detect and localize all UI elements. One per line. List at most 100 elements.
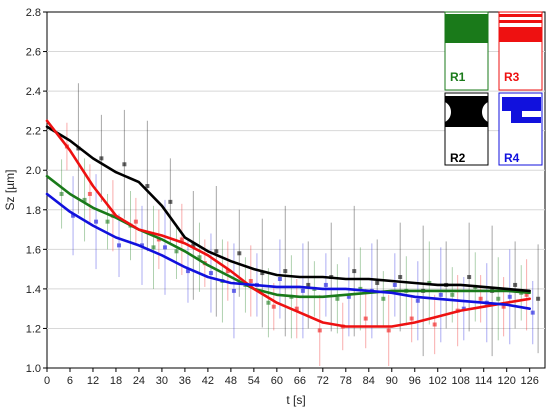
data-point xyxy=(94,219,99,224)
legend-label-r2: R2 xyxy=(450,151,466,165)
data-point xyxy=(283,269,288,274)
series-lines xyxy=(45,119,532,328)
legend-label-r1: R1 xyxy=(450,70,466,84)
data-point xyxy=(162,245,167,250)
data-point xyxy=(478,296,483,301)
data-point xyxy=(461,306,466,311)
y-tick-label: 2.0 xyxy=(26,165,41,177)
y-tick-label: 1.6 xyxy=(26,244,41,256)
data-point xyxy=(392,282,397,287)
data-point xyxy=(248,278,253,283)
legend-item-r3: R3 xyxy=(498,11,543,91)
data-point xyxy=(59,191,64,196)
data-point xyxy=(105,219,110,224)
data-point xyxy=(179,237,184,242)
x-tick-label: 66 xyxy=(294,375,306,387)
data-point xyxy=(277,277,282,281)
data-point xyxy=(346,294,351,299)
x-tick-label: 54 xyxy=(248,375,260,387)
legend: R1 R3 R2 R4 xyxy=(444,11,543,166)
data-point xyxy=(133,219,138,224)
data-point xyxy=(501,304,506,309)
data-point xyxy=(122,162,127,167)
striped-block-icon xyxy=(499,14,542,42)
data-point xyxy=(398,275,403,280)
x-tick-label: 96 xyxy=(409,375,421,387)
data-point xyxy=(335,296,340,301)
data-point xyxy=(306,282,311,287)
x-tick-label: 6 xyxy=(67,375,73,387)
data-point xyxy=(386,328,391,333)
x-tick-label: 60 xyxy=(271,375,283,387)
data-point xyxy=(191,243,196,248)
data-point xyxy=(536,296,541,301)
data-point xyxy=(231,288,236,293)
x-tick-label: 48 xyxy=(225,375,237,387)
data-point xyxy=(197,255,202,260)
data-point xyxy=(174,249,179,254)
data-point xyxy=(185,269,190,274)
x-tick-label: 72 xyxy=(317,375,329,387)
y-tick-label: 1.0 xyxy=(26,363,41,375)
data-point xyxy=(496,296,501,301)
y-tick-label: 2.2 xyxy=(26,126,41,138)
x-tick-label: 24 xyxy=(133,375,145,387)
series-line-r3 xyxy=(45,119,532,328)
notched-block-icon xyxy=(445,96,488,127)
data-point xyxy=(237,251,242,256)
data-point xyxy=(415,298,420,303)
series-line-r4 xyxy=(45,192,532,311)
data-point xyxy=(530,310,535,315)
x-tick-label: 90 xyxy=(386,375,398,387)
legend-label-r4: R4 xyxy=(504,151,520,165)
data-point xyxy=(151,245,156,250)
data-point xyxy=(467,275,472,280)
x-axis-title: t [s] xyxy=(286,393,305,407)
y-tick-label: 1.4 xyxy=(26,284,41,296)
data-point xyxy=(507,294,512,299)
data-point xyxy=(208,271,213,276)
x-tick-label: 36 xyxy=(179,375,191,387)
series-line-r2 xyxy=(45,125,532,293)
data-point xyxy=(266,300,271,305)
data-point xyxy=(82,197,87,202)
y-tick-label: 2.4 xyxy=(26,86,41,98)
legend-item-r1: R1 xyxy=(444,11,489,91)
data-point xyxy=(87,191,92,196)
y-tick-label: 1.8 xyxy=(26,205,41,217)
x-tick-label: 78 xyxy=(340,375,352,387)
x-tick-label: 102 xyxy=(429,375,447,387)
x-tick-label: 42 xyxy=(202,375,214,387)
data-point xyxy=(260,271,265,276)
data-point xyxy=(375,280,380,285)
y-tick-label: 2.6 xyxy=(26,47,41,59)
t-slot-icon xyxy=(502,97,541,123)
data-point xyxy=(513,282,518,287)
x-tick-label: 30 xyxy=(156,375,168,387)
data-point xyxy=(409,316,414,321)
x-tick-label: 12 xyxy=(87,375,99,387)
data-point xyxy=(71,213,76,218)
x-tick-label: 114 xyxy=(475,375,493,387)
data-point xyxy=(300,288,305,293)
y-tick-label: 2.8 xyxy=(26,7,41,19)
data-point xyxy=(271,304,276,309)
x-tick-label: 18 xyxy=(110,375,122,387)
x-tick-label: 126 xyxy=(520,375,538,387)
data-point xyxy=(381,296,386,301)
data-point xyxy=(317,328,322,333)
legend-label-r3: R3 xyxy=(504,70,520,84)
data-point xyxy=(214,249,219,254)
legend-item-r4: R4 xyxy=(498,92,543,166)
solid-block-icon xyxy=(445,14,488,43)
x-tick-label: 84 xyxy=(363,375,375,387)
data-point xyxy=(432,322,437,327)
data-point xyxy=(450,292,455,297)
data-point xyxy=(438,292,443,297)
data-point xyxy=(352,269,357,274)
data-point xyxy=(323,282,328,287)
data-point xyxy=(363,316,368,321)
axis-ticks: 1.0 1.2 1.4 1.6 1.8 2.0 2.2 2.4 2.6 2.8 0 6 12 18 24 30… xyxy=(26,7,539,387)
x-tick-label: 108 xyxy=(452,375,470,387)
